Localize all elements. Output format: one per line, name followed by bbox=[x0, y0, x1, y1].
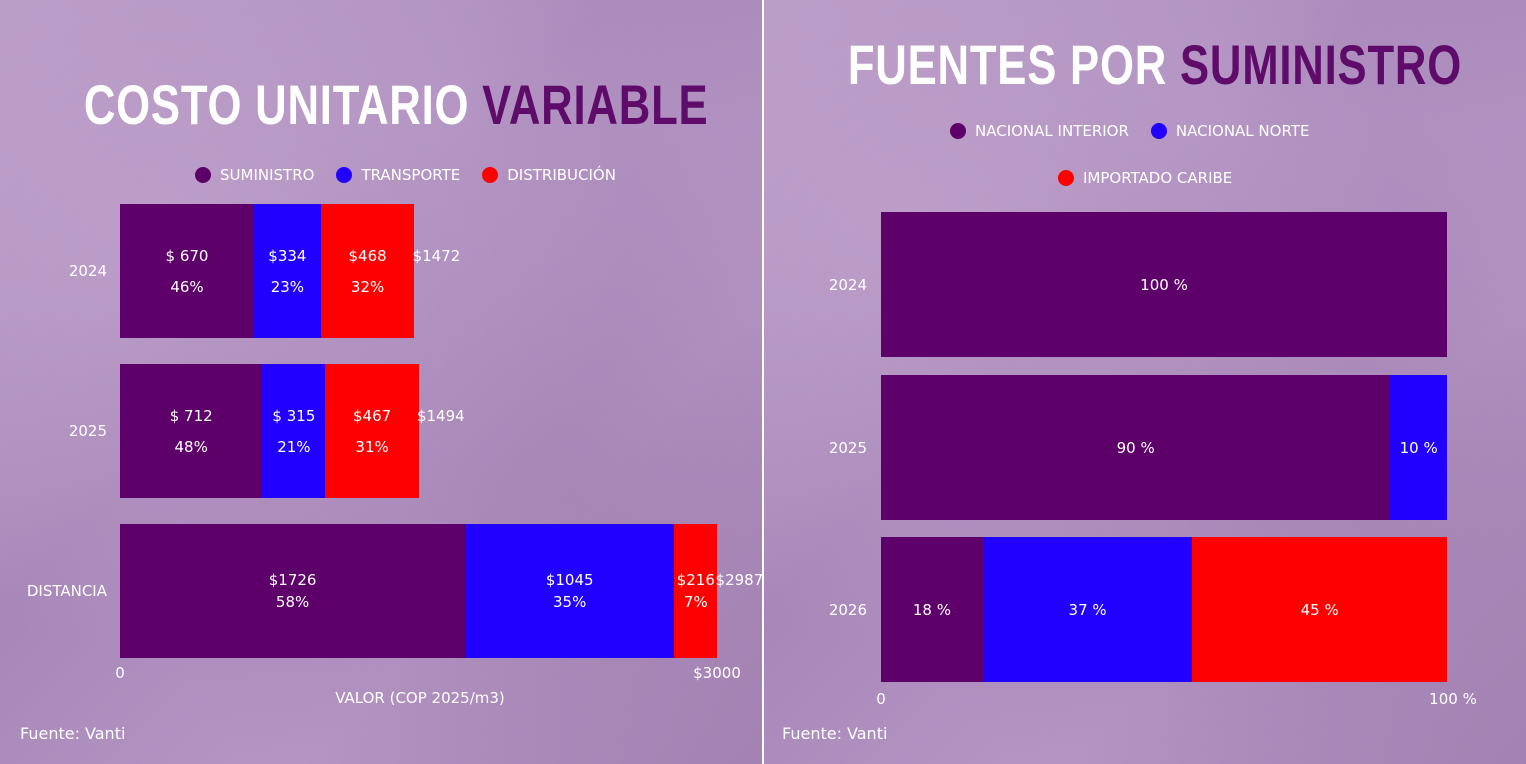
category-label: 2025 bbox=[828, 438, 867, 457]
legend: SUMINISTRO TRANSPORTE DISTRIBUCIÓN bbox=[195, 166, 638, 184]
bar-segment bbox=[120, 364, 263, 498]
bar-segment bbox=[982, 537, 1193, 682]
category-label: DISTANCIA bbox=[26, 582, 107, 600]
legend-label: NACIONAL INTERIOR bbox=[975, 122, 1129, 140]
x-tick: $3000 bbox=[693, 664, 741, 682]
category-label: 2024 bbox=[828, 275, 867, 294]
bar-segment bbox=[881, 375, 1391, 520]
value-label: $334 bbox=[268, 247, 307, 265]
bar-segment bbox=[320, 204, 415, 338]
source-note: Fuente: Vanti bbox=[20, 724, 126, 743]
legend-item: IMPORTADO CARIBE bbox=[1058, 169, 1232, 187]
bar-segment bbox=[120, 204, 254, 338]
legend-item: NACIONAL INTERIOR bbox=[950, 122, 1129, 140]
source-note: Fuente: Vanti bbox=[782, 724, 888, 743]
percent-label: 10 % bbox=[1399, 438, 1438, 457]
percent-label: 58% bbox=[275, 593, 310, 611]
legend-label: DISTRIBUCIÓN bbox=[507, 166, 616, 184]
bar-segment bbox=[881, 537, 983, 682]
x-tick: 0 bbox=[876, 690, 886, 708]
value-label: $468 bbox=[348, 247, 387, 265]
legend-marker-icon bbox=[336, 167, 353, 183]
percent-label: 31% bbox=[355, 438, 389, 456]
value-label: $ 315 bbox=[272, 407, 316, 425]
divider bbox=[762, 0, 764, 764]
bar-segment bbox=[674, 524, 718, 658]
value-label: $ 670 bbox=[165, 247, 209, 265]
percent-label: 45 % bbox=[1300, 600, 1339, 619]
total-label: $2987 bbox=[715, 571, 762, 589]
percent-label: 100 % bbox=[1140, 275, 1188, 294]
total-label: $1472 bbox=[412, 247, 461, 265]
bar-segment bbox=[120, 524, 466, 658]
bar-segment bbox=[465, 524, 675, 658]
total-label: $1494 bbox=[416, 407, 465, 425]
cost-chart-panel: COSTO UNITARIO VARIABLE SUMINISTRO TRANSP… bbox=[0, 0, 762, 764]
legend-item: TRANSPORTE bbox=[336, 166, 460, 184]
percent-label: 32% bbox=[350, 278, 385, 296]
value-label: $216 bbox=[676, 571, 715, 589]
legend-marker-icon bbox=[1150, 123, 1167, 139]
legend-label: SUMINISTRO bbox=[220, 166, 315, 184]
legend-marker-icon bbox=[195, 167, 211, 183]
percent-label: 37 % bbox=[1068, 600, 1107, 619]
bar-segment bbox=[262, 364, 326, 498]
chart-title: FUENTES POR SUMINISTRO bbox=[847, 33, 1462, 96]
legend: NACIONAL INTERIOR NACIONAL NORTE bbox=[950, 122, 1331, 140]
chart-title: COSTO UNITARIO VARIABLE bbox=[83, 73, 709, 136]
legend-item: DISTRIBUCIÓN bbox=[482, 166, 616, 184]
value-label: $1045 bbox=[545, 571, 594, 589]
category-label: 2026 bbox=[828, 600, 867, 619]
legend-item: NACIONAL NORTE bbox=[1150, 122, 1310, 140]
percent-label: 18 % bbox=[912, 600, 951, 619]
percent-label: 7% bbox=[683, 593, 708, 611]
legend-item: SUMINISTRO bbox=[195, 166, 314, 184]
legend: IMPORTADO CARIBE bbox=[1058, 169, 1254, 187]
percent-label: 21% bbox=[277, 438, 311, 456]
legend-label: IMPORTADO CARIBE bbox=[1083, 169, 1233, 187]
value-label: $1726 bbox=[268, 571, 317, 589]
category-label: 2025 bbox=[68, 422, 107, 440]
bar-segment bbox=[1192, 537, 1447, 682]
percent-label: 90 % bbox=[1116, 438, 1155, 457]
x-tick: 100 % bbox=[1429, 690, 1477, 708]
bar-segment bbox=[254, 204, 321, 338]
bar-segment bbox=[325, 364, 419, 498]
percent-label: 46% bbox=[170, 278, 204, 296]
bar-segment bbox=[1390, 375, 1447, 520]
legend-label: TRANSPORTE bbox=[361, 166, 461, 184]
x-axis-title: VALOR (COP 2025/m3) bbox=[335, 689, 505, 707]
category-label: 2024 bbox=[68, 262, 107, 280]
value-label: $ 712 bbox=[169, 407, 213, 425]
legend-marker-icon bbox=[1058, 170, 1074, 186]
value-label: $467 bbox=[353, 407, 392, 425]
percent-label: 23% bbox=[270, 278, 305, 296]
percent-label: 35% bbox=[553, 593, 587, 611]
x-tick: 0 bbox=[115, 664, 125, 682]
legend-label: NACIONAL NORTE bbox=[1175, 122, 1310, 140]
supply-chart-panel: FUENTES POR SUMINISTRO NACIONAL INTERIOR… bbox=[764, 0, 1526, 764]
bar-segment bbox=[881, 212, 1447, 357]
legend-marker-icon bbox=[950, 123, 966, 139]
legend-marker-icon bbox=[482, 167, 499, 183]
percent-label: 48% bbox=[174, 438, 208, 456]
